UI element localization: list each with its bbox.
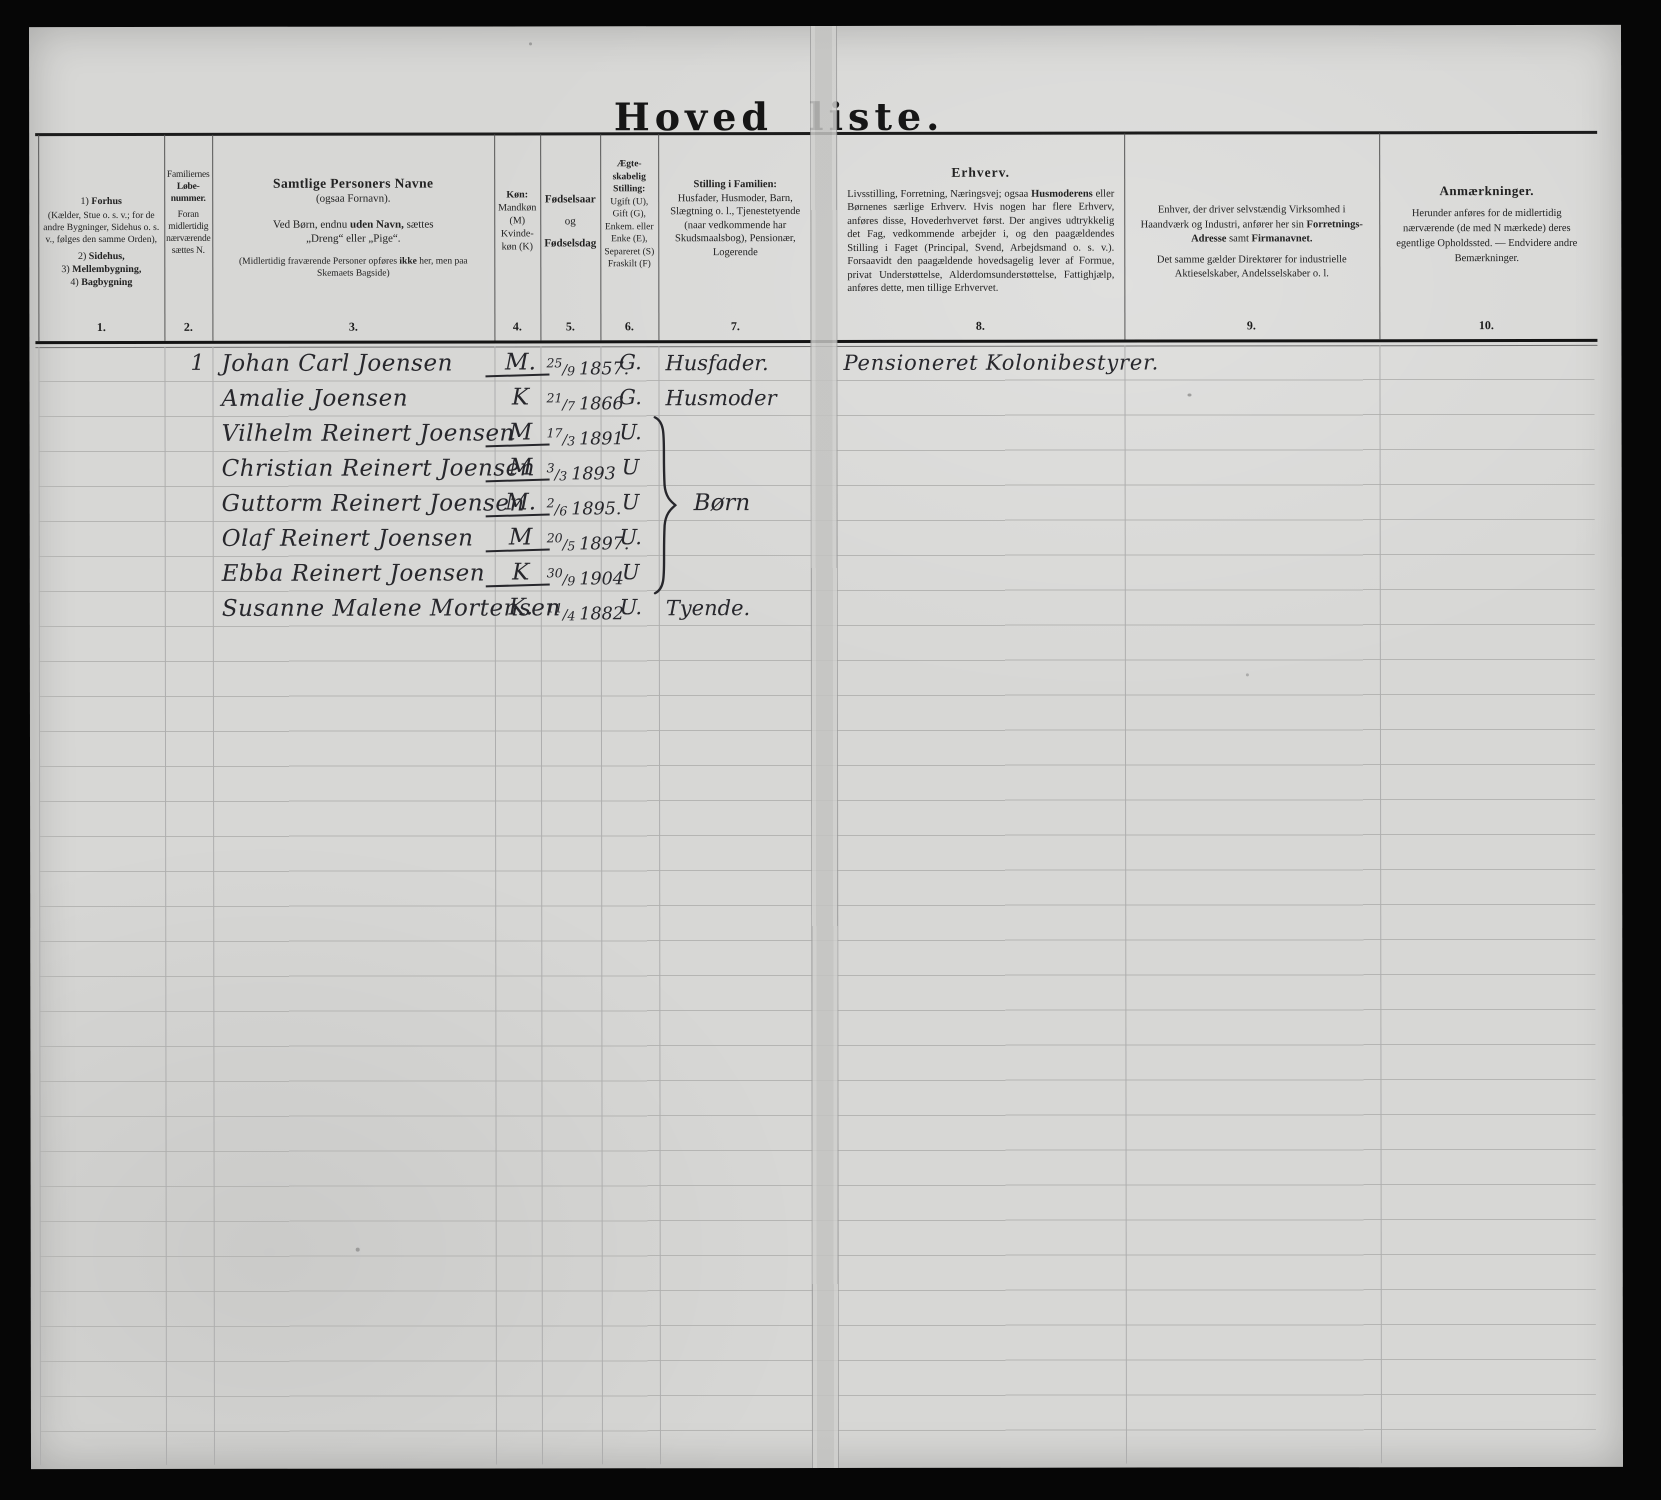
column-number-9: 9.	[1246, 318, 1256, 333]
page-fold-gutter	[809, 25, 840, 1469]
marital-t1: Ægte-	[616, 159, 642, 170]
remarks-title: Anmærkninger.	[1439, 183, 1534, 199]
column-number-5: 5.	[565, 319, 575, 334]
building-item-4: 4) Bagbygning	[70, 276, 133, 289]
business-p2: Det samme gælder Direktører for industri…	[1156, 253, 1347, 280]
column-number-2: 2.	[183, 319, 193, 334]
column-number-6: 6.	[624, 319, 634, 334]
table-row: Guttorm Reinert Joensen M. 2/6 1895. U	[30, 485, 1622, 522]
marital-options: Ugift (U), Gift (G), Enkem. eller Enke (…	[604, 196, 655, 270]
scan-artifact	[355, 1247, 360, 1252]
table-row: Christian Reinert Joensen M 3/3 1893 U	[30, 450, 1622, 487]
birth-title1: Fødselsaar	[544, 193, 596, 206]
marital-value: U.	[619, 420, 642, 445]
family-position-value: Husfader.	[665, 351, 769, 376]
sex-value: M	[498, 521, 544, 553]
header-col-family-number: Familiernes Løbe- nummer. Foran midlerti…	[164, 137, 212, 341]
header-col-family-position: Stilling i Familien: Husfader, Husmoder,…	[658, 136, 812, 340]
building-item-1: 1) Forhus	[80, 195, 122, 208]
header-col-buildings: 1) Forhus (Kælder, Stue o. s. v.; for de…	[38, 137, 164, 341]
scan-artifact	[1245, 673, 1249, 677]
person-name: Ebba Reinert Joensen	[221, 560, 486, 587]
header-col-birthdate: Fødselsaar og Fødselsdag	[540, 136, 600, 340]
children-brace	[653, 416, 678, 595]
person-name: Johan Carl Joensen	[221, 350, 453, 377]
family-position-value: Husmoder	[665, 386, 777, 411]
building-item-3: 3) Mellembygning,	[61, 263, 142, 276]
children-brace-label: Børn	[693, 490, 751, 517]
sex-value: M	[498, 416, 544, 448]
scan-artifact	[529, 42, 533, 46]
person-name: Vilhelm Reinert Joensen	[221, 420, 515, 447]
names-title: Samtlige Personers Navne	[273, 175, 434, 191]
birthdate-value: 11/4 1882	[546, 600, 624, 625]
person-name: Guttorm Reinert Joensen	[221, 490, 525, 517]
sex-value: K	[498, 556, 544, 588]
header-col-names: Samtlige Personers Navne (ogsaa Fornavn)…	[212, 136, 494, 340]
building-paren: (Kælder, Stue o. s. v.; for de andre Byg…	[43, 210, 160, 246]
header-col-remarks: Anmærkninger. Herunder anføres for de mi…	[1379, 135, 1594, 339]
position-title: Stilling i Familien:	[693, 179, 777, 191]
marital-value: U	[621, 560, 640, 585]
sex-value: M	[498, 451, 544, 483]
column-number-1: 1.	[96, 320, 106, 335]
table-row: Vilhelm Reinert Joensen M 17/3 1891 U.	[30, 415, 1622, 452]
position-body: Husfader, Husmoder, Barn, Slægtning o. l…	[670, 192, 801, 258]
column-number-4: 4.	[512, 319, 522, 334]
sex-l3: Kvinde-	[500, 228, 534, 240]
marital-value: U	[621, 455, 640, 480]
birth-mid: og	[564, 215, 576, 228]
occupation-value: Pensioneret Kolonibestyrer.	[843, 350, 1160, 375]
column-number-10: 10.	[1478, 318, 1494, 333]
header-col-business: Enhver, der driver selvstændig Virksomhe…	[1124, 135, 1379, 339]
marital-value: G.	[619, 385, 642, 410]
marital-value: U.	[619, 525, 642, 550]
column-number-7: 7.	[730, 319, 740, 334]
family-number-value: 1	[190, 350, 205, 376]
names-rule: Ved Børn, endnu uden Navn, sættes	[273, 218, 434, 231]
sex-value: M.	[497, 346, 543, 378]
sex-l1: Mandkøn	[498, 202, 537, 214]
marital-value: U.	[619, 595, 643, 620]
sex-value: K.	[508, 594, 534, 621]
table-row: Susanne Malene Mortensen K. 11/4 1882 U. …	[30, 590, 1622, 627]
family-number-line1: Familiernes	[166, 169, 210, 180]
table-row: 1 Johan Carl Joensen M. 25/9 1857. G. Hus…	[29, 345, 1621, 382]
family-number-bold2: nummer.	[170, 193, 206, 204]
business-p1: Enhver, der driver selvstændig Virksomhe…	[1140, 204, 1363, 245]
marital-t3: Stilling:	[613, 184, 646, 195]
marital-value: G.	[619, 350, 642, 375]
sex-value: M.	[498, 486, 544, 518]
family-number-note: Foran midlertidig nærværende sættes N.	[166, 209, 211, 256]
marital-value: U	[621, 490, 640, 515]
remarks-body: Herunder anføres for de midlertidig nærv…	[1396, 207, 1578, 265]
names-subtitle: (ogsaa Fornavn).	[315, 192, 391, 205]
occupation-body: Livsstilling, Forretning, Næringsvej; og…	[847, 188, 1115, 294]
names-note: (Midlertidig fraværende Personer opføres…	[238, 256, 468, 279]
building-item-2: 2) Sidehus,	[77, 250, 125, 263]
table-row: Amalie Joensen K 21/7 1866 G. Husmoder	[29, 380, 1621, 417]
column-number-3: 3.	[348, 319, 358, 334]
family-position-value: Tyende.	[665, 596, 751, 621]
scan-artifact	[1187, 393, 1192, 397]
sex-l4: køn (K)	[501, 241, 533, 253]
sex-title: Køn:	[506, 189, 529, 201]
header-col-sex: Køn: Mandkøn (M) Kvinde- køn (K)	[494, 136, 540, 340]
person-name: Olaf Reinert Joensen	[221, 525, 474, 552]
table-row: Olaf Reinert Joensen M 20/5 1897. U.	[30, 520, 1622, 557]
census-page: Hoved liste. 1) Forhus (Kælder, Stue o. …	[28, 24, 1624, 1470]
birth-title2: Fødselsdag	[544, 237, 597, 250]
sex-l2: (M)	[509, 215, 526, 227]
names-rule-line2: „Dreng“ eller „Pige“.	[306, 232, 401, 245]
person-name: Amalie Joensen	[221, 385, 409, 412]
header-col-marital: Ægte- skabelig Stilling: Ugift (U), Gift…	[600, 136, 658, 340]
table-row: Ebba Reinert Joensen K 30/9 1904 U	[30, 555, 1622, 592]
column-number-8: 8.	[975, 318, 985, 333]
family-number-bold1: Løbe-	[176, 181, 200, 192]
sex-value: K	[511, 384, 530, 411]
marital-t2: skabelig	[612, 171, 646, 182]
header-col-occupation: Erhverv. Livsstilling, Forretning, Nærin…	[837, 136, 1124, 340]
occupation-title: Erhverv.	[951, 164, 1011, 180]
